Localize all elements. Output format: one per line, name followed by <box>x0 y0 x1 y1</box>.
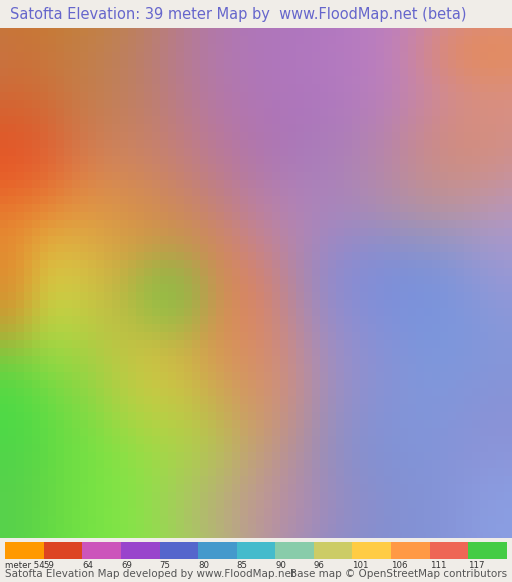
Bar <box>82 542 121 559</box>
Text: 90: 90 <box>275 561 286 570</box>
Bar <box>275 542 314 559</box>
Text: 96: 96 <box>314 561 325 570</box>
Bar <box>5 542 44 559</box>
Bar <box>314 542 352 559</box>
Bar <box>198 542 237 559</box>
Bar <box>391 542 430 559</box>
Text: Base map © OpenStreetMap contributors: Base map © OpenStreetMap contributors <box>290 569 507 579</box>
Bar <box>352 542 391 559</box>
Text: 85: 85 <box>237 561 248 570</box>
Text: Satofta Elevation Map developed by www.FloodMap.net: Satofta Elevation Map developed by www.F… <box>5 569 295 579</box>
Bar <box>468 542 507 559</box>
Text: Satofta Elevation: 39 meter Map by  www.FloodMap.net (beta): Satofta Elevation: 39 meter Map by www.F… <box>10 6 467 22</box>
Text: 111: 111 <box>430 561 446 570</box>
Text: 106: 106 <box>391 561 408 570</box>
Bar <box>160 542 198 559</box>
Text: 80: 80 <box>198 561 209 570</box>
Text: 117: 117 <box>468 561 485 570</box>
Text: 59: 59 <box>44 561 55 570</box>
Text: 75: 75 <box>160 561 170 570</box>
Text: meter 54: meter 54 <box>5 561 45 570</box>
Text: 64: 64 <box>82 561 93 570</box>
Bar <box>121 542 160 559</box>
Text: 69: 69 <box>121 561 132 570</box>
Text: 101: 101 <box>352 561 369 570</box>
Bar <box>44 542 82 559</box>
Bar <box>430 542 468 559</box>
Bar <box>237 542 275 559</box>
